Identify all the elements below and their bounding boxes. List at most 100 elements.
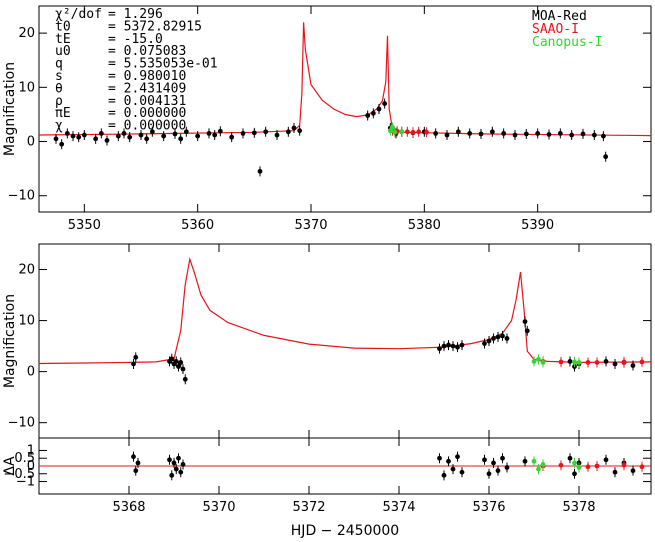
parameter-value: = 0.004131 [108,94,186,109]
parameter-value: = 0.000000 [108,119,186,134]
top-data-point [512,132,518,138]
top-data-point [138,132,144,138]
x-axis-title: HJD − 2450000 [291,523,399,539]
top-data-point [229,134,235,140]
top-ytick-label: 20 [18,26,35,41]
residual-ytick-label: 0.5 [14,451,35,466]
top-data-point [376,106,382,112]
top-xtick-label: 5370 [294,218,327,233]
parameter-label: u0 [55,44,71,59]
top-data-point [59,141,65,147]
residual-data-point [437,455,442,461]
top-model-curve [39,22,651,137]
parameter-label: ρ [55,94,63,109]
middle-data-point [531,359,537,364]
residual-data-point [558,462,564,468]
top-data-point [424,129,429,135]
top-data-point [546,132,552,137]
top-data-point [274,132,280,138]
top-data-point [195,133,201,139]
top-data-point [410,129,416,135]
top-ylabel: Magnification [2,62,18,156]
top-data-point [433,130,439,136]
top-data-point [603,154,609,160]
residual-data-point [612,469,618,475]
middle-data-point [495,334,501,340]
top-data-point [98,130,104,136]
middle-data-point [500,333,505,339]
parameter-value: = 0.000000 [108,106,186,121]
residual-data-point [176,455,181,461]
residual-data-point [482,457,487,463]
parameter-value: = 1.296 [108,7,163,22]
middle-series-canopus-i [531,354,582,368]
top-ytick-label: 10 [18,80,35,95]
top-xtick-label: 5380 [408,218,441,233]
top-data-point [217,128,223,134]
middle-ytick-label: −10 [8,416,35,431]
middle-data-point [178,360,184,365]
top-ytick-label: −10 [8,189,35,204]
middle-series-moa-red [131,316,636,385]
top-data-point [478,131,484,137]
middle-ytick-label: 10 [18,314,35,329]
top-ytick-label: 0 [27,135,35,150]
parameter-value: = 2.431409 [108,81,186,96]
residual-data-point [486,471,492,477]
residual-series-canopus-i [531,456,582,475]
middle-data-point [459,342,465,348]
top-data-point [416,129,422,135]
middle-data-point [441,343,447,349]
parameter-label: θ [55,81,63,96]
fit-parameters: χ²/dof = 1.296 t0 = 5372.82915 tE = -15.0 u0 = … [55,7,218,134]
middle-data-point [621,359,627,365]
top-data-point [172,131,178,137]
residual-data-point [178,469,184,475]
top-data-point [212,132,218,138]
residual-data-point [135,460,141,466]
residual-data-point [540,462,546,467]
top-data-point [53,136,59,142]
middle-data-point [173,359,179,364]
middle-data-point [455,344,460,350]
middle-data-point [522,319,528,324]
top-data-point [178,136,184,142]
residual-xtick-label: 5372 [292,500,325,515]
residual-ytick-label: 0 [27,459,35,474]
residual-data-point [630,468,636,474]
parameter-label: πE [55,106,71,121]
middle-data-point [603,359,609,364]
middle-ylabel: Magnification [2,294,18,388]
parameter-label: χ²/dof [55,7,102,22]
parameter-value: = 5.535053e-01 [108,57,218,72]
top-data-point [455,129,461,135]
middle-data-point [446,342,451,348]
middle-data-point [585,360,591,365]
residual-data-point [572,460,577,466]
top-data-point [580,131,586,137]
residual-ylabel: ΔA [2,456,18,476]
top-xtick-label: 5390 [521,218,554,233]
top-data-point [183,129,189,135]
parameter-label: t0 [55,19,71,34]
middle-data-point [540,360,546,365]
top-data-point [370,110,376,116]
middle-data-point [486,338,492,344]
middle-panel: Magnification −10 0 10 20 [2,243,652,439]
top-data-point [392,129,398,135]
top-data-point [257,168,263,174]
top-xtick-label: 5350 [68,218,101,233]
residual-data-point [171,460,177,466]
top-data-point [240,130,246,136]
middle-data-point [524,328,530,334]
residual-data-point [131,454,136,460]
middle-data-point [639,359,645,365]
top-data-point [365,113,371,118]
residual-panel: ΔA −1−0.500.51 5368 5370 5372 5374 5376 5378 … [2,437,652,539]
middle-data-point [572,359,577,365]
residual-data-point [603,457,609,463]
parameter-value: = 5372.82915 [108,19,202,34]
parameter-label: s [55,69,63,84]
